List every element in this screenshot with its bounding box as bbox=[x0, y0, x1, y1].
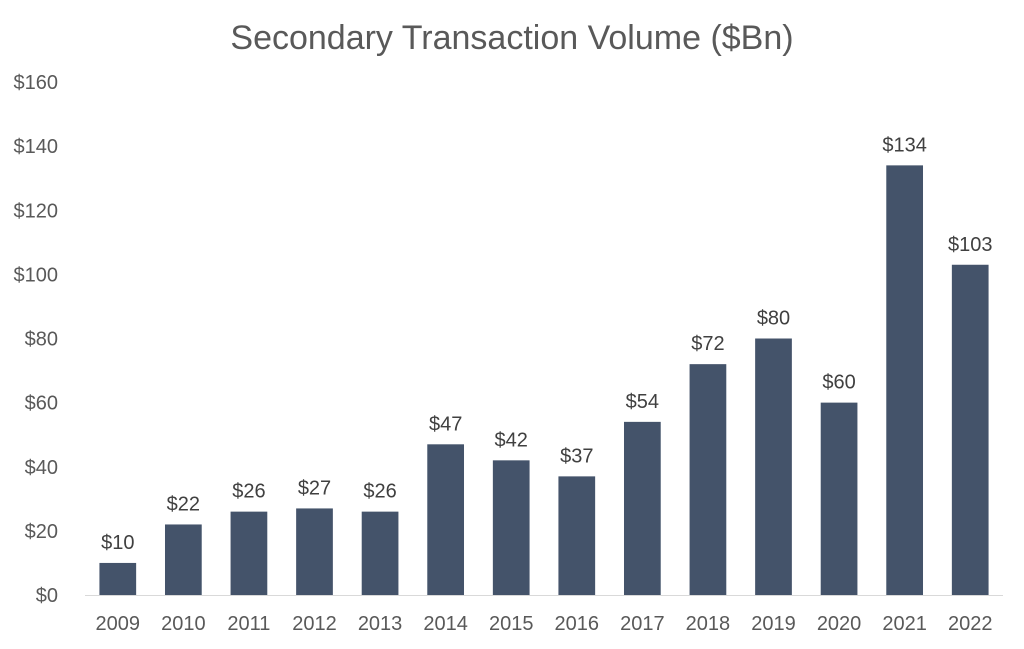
bar-2019 bbox=[755, 338, 792, 595]
bar-2010 bbox=[164, 524, 202, 595]
data-label-2012: $27 bbox=[298, 477, 331, 499]
bar-2018 bbox=[689, 364, 727, 595]
data-label-2022: $103 bbox=[948, 234, 993, 256]
y-tick-label: $160 bbox=[14, 72, 59, 94]
bar-2016 bbox=[558, 476, 596, 595]
y-tick-label: $100 bbox=[14, 264, 59, 286]
y-tick-label: $140 bbox=[14, 136, 59, 158]
x-tick-label: 2009 bbox=[96, 613, 141, 635]
data-label-2011: $26 bbox=[232, 481, 265, 503]
bar-2014 bbox=[427, 444, 465, 595]
y-tick-label: $0 bbox=[36, 585, 58, 607]
y-tick-label: $120 bbox=[14, 200, 59, 222]
x-tick-label: 2014 bbox=[423, 613, 468, 635]
bar-2012 bbox=[296, 508, 333, 595]
data-label-2021: $134 bbox=[882, 134, 927, 156]
y-tick-label: $60 bbox=[25, 393, 58, 415]
data-label-2014: $47 bbox=[429, 413, 462, 435]
data-label-2019: $80 bbox=[757, 308, 790, 330]
x-axis-ticks: 2009 2010 2011 2012 2013 2014 2015 2016 2017 2018… bbox=[96, 613, 993, 635]
bar-2013 bbox=[361, 511, 399, 595]
x-tick-label: 2015 bbox=[489, 613, 534, 635]
chart-title: Secondary Transaction Volume ($Bn) bbox=[230, 19, 793, 57]
x-tick-label: 2012 bbox=[292, 613, 337, 635]
bar-2015 bbox=[492, 460, 530, 595]
bar-2020 bbox=[820, 402, 858, 595]
bar-2017 bbox=[623, 421, 661, 595]
data-label-2017: $54 bbox=[626, 391, 659, 413]
x-tick-label: 2011 bbox=[227, 613, 270, 635]
data-label-2015: $42 bbox=[495, 429, 528, 451]
y-tick-label: $20 bbox=[25, 521, 58, 543]
bar-2009 bbox=[99, 562, 137, 595]
data-label-2010: $22 bbox=[167, 493, 200, 515]
x-tick-label: 2013 bbox=[358, 613, 403, 635]
y-tick-label: $40 bbox=[25, 457, 58, 479]
data-label-2018: $72 bbox=[691, 333, 724, 355]
data-labels-group: $10 $22 $26 $27 $26 $47 $42 $37 $54 $72 $80 $60 $134… bbox=[101, 134, 992, 554]
x-tick-label: 2018 bbox=[686, 613, 731, 635]
data-label-2020: $60 bbox=[822, 372, 855, 394]
x-tick-label: 2017 bbox=[620, 613, 665, 635]
data-label-2009: $10 bbox=[101, 532, 134, 554]
x-tick-label: 2020 bbox=[817, 613, 862, 635]
bar-2011 bbox=[230, 511, 268, 595]
y-axis-ticks: $0 $20 $40 $60 $80 $100 $120 $140 $160 bbox=[14, 72, 59, 607]
x-tick-label: 2022 bbox=[948, 613, 993, 635]
data-label-2016: $37 bbox=[560, 445, 593, 467]
x-tick-label: 2010 bbox=[161, 613, 206, 635]
bars-group bbox=[99, 165, 989, 596]
x-tick-label: 2021 bbox=[882, 613, 927, 635]
x-tick-label: 2019 bbox=[751, 613, 796, 635]
x-tick-label: 2016 bbox=[555, 613, 600, 635]
data-label-2013: $26 bbox=[363, 481, 396, 503]
bar-2022 bbox=[951, 264, 989, 595]
bar-2021 bbox=[886, 165, 924, 596]
y-tick-label: $80 bbox=[25, 329, 58, 351]
